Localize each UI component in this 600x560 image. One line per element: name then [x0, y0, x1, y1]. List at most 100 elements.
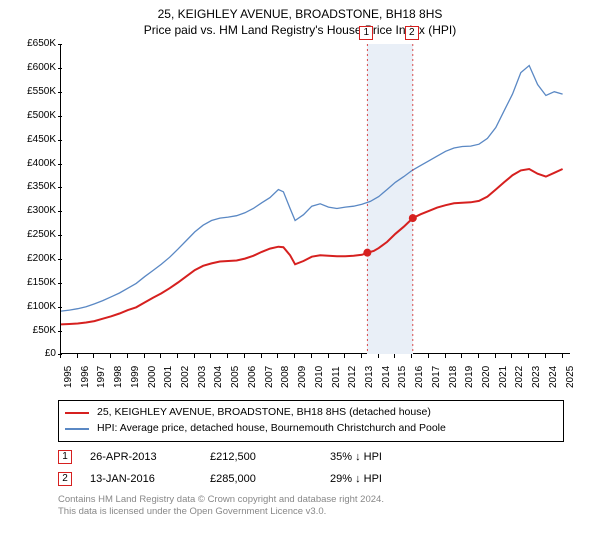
- sale-diff: 29% ↓ HPI: [330, 473, 430, 485]
- x-axis-label: 2004: [213, 366, 224, 388]
- y-axis-label: £150K: [20, 277, 56, 288]
- y-tick: [58, 164, 62, 165]
- x-tick: [495, 354, 496, 358]
- x-tick: [194, 354, 195, 358]
- x-axis-label: 2016: [414, 366, 425, 388]
- x-axis-label: 1999: [130, 366, 141, 388]
- y-axis-label: £600K: [20, 62, 56, 73]
- sale-date: 26-APR-2013: [90, 451, 210, 463]
- chart-container: 25, KEIGHLEY AVENUE, BROADSTONE, BH18 8H…: [0, 0, 600, 523]
- plot-svg: [61, 44, 571, 354]
- y-tick: [58, 307, 62, 308]
- x-axis-label: 2012: [347, 366, 358, 388]
- x-tick: [244, 354, 245, 358]
- x-tick: [311, 354, 312, 358]
- y-axis-label: £650K: [20, 38, 56, 49]
- x-axis-label: 2001: [163, 366, 174, 388]
- sale-price: £212,500: [210, 451, 330, 463]
- x-axis-label: 2011: [331, 367, 342, 389]
- x-tick: [60, 354, 61, 358]
- sale-index-box: 1: [58, 450, 72, 464]
- x-tick: [361, 354, 362, 358]
- x-tick: [177, 354, 178, 358]
- y-tick: [58, 259, 62, 260]
- x-tick: [210, 354, 211, 358]
- x-tick: [511, 354, 512, 358]
- legend-text: HPI: Average price, detached house, Bour…: [97, 421, 446, 437]
- x-axis-label: 2023: [531, 366, 542, 388]
- y-axis-label: £50K: [20, 325, 56, 336]
- footer-line2: This data is licensed under the Open Gov…: [58, 506, 590, 518]
- x-axis-label: 2002: [180, 366, 191, 388]
- x-axis-label: 2021: [498, 366, 509, 388]
- y-tick: [58, 140, 62, 141]
- y-axis-label: £400K: [20, 158, 56, 169]
- x-axis-label: 2003: [197, 366, 208, 388]
- series-hpi: [61, 66, 563, 312]
- x-tick: [344, 354, 345, 358]
- x-axis-label: 1995: [63, 366, 74, 388]
- x-tick: [394, 354, 395, 358]
- x-tick: [144, 354, 145, 358]
- sale-diff: 35% ↓ HPI: [330, 451, 430, 463]
- legend: 25, KEIGHLEY AVENUE, BROADSTONE, BH18 8H…: [58, 400, 564, 442]
- x-tick: [110, 354, 111, 358]
- ref-label-2: 2: [405, 26, 419, 40]
- x-axis-label: 2005: [230, 366, 241, 388]
- y-tick: [58, 44, 62, 45]
- footer-line1: Contains HM Land Registry data © Crown c…: [58, 494, 590, 506]
- y-axis-label: £300K: [20, 205, 56, 216]
- x-axis-label: 2024: [548, 366, 559, 388]
- sale-price: £285,000: [210, 473, 330, 485]
- y-tick: [58, 68, 62, 69]
- title-subtitle: Price paid vs. HM Land Registry's House …: [10, 22, 590, 38]
- legend-swatch: [65, 428, 89, 430]
- x-tick: [127, 354, 128, 358]
- sales-table: 1 26-APR-2013£212,50035% ↓ HPI 2 13-JAN-201…: [58, 450, 564, 486]
- x-tick: [294, 354, 295, 358]
- y-axis-label: £100K: [20, 301, 56, 312]
- x-axis-label: 2007: [264, 366, 275, 388]
- y-axis-label: £500K: [20, 110, 56, 121]
- x-tick: [160, 354, 161, 358]
- x-tick: [461, 354, 462, 358]
- x-tick: [445, 354, 446, 358]
- x-tick: [428, 354, 429, 358]
- y-tick: [58, 116, 62, 117]
- x-axis-label: 2018: [448, 366, 459, 388]
- x-axis-label: 2010: [314, 366, 325, 388]
- ref-label-1: 1: [359, 26, 373, 40]
- x-axis-label: 2020: [481, 366, 492, 388]
- sale-date: 13-JAN-2016: [90, 473, 210, 485]
- x-axis-label: 1997: [96, 366, 107, 388]
- x-axis-label: 2014: [381, 366, 392, 388]
- y-axis-label: £350K: [20, 181, 56, 192]
- x-axis-label: 2015: [397, 366, 408, 388]
- x-tick: [261, 354, 262, 358]
- y-tick: [58, 211, 62, 212]
- x-tick: [411, 354, 412, 358]
- y-axis-label: £450K: [20, 134, 56, 145]
- x-axis-label: 2009: [297, 366, 308, 388]
- y-axis-label: £550K: [20, 86, 56, 97]
- footer: Contains HM Land Registry data © Crown c…: [58, 494, 590, 519]
- x-axis-label: 2025: [565, 366, 576, 388]
- x-tick: [478, 354, 479, 358]
- y-tick: [58, 331, 62, 332]
- x-axis-label: 2000: [147, 366, 158, 388]
- y-tick: [58, 92, 62, 93]
- x-tick: [528, 354, 529, 358]
- x-tick: [562, 354, 563, 358]
- x-tick: [545, 354, 546, 358]
- y-axis-label: £250K: [20, 229, 56, 240]
- sale-index-box: 2: [58, 472, 72, 486]
- x-axis-label: 2008: [280, 366, 291, 388]
- legend-text: 25, KEIGHLEY AVENUE, BROADSTONE, BH18 8H…: [97, 405, 431, 421]
- x-axis-label: 1998: [113, 366, 124, 388]
- x-tick: [77, 354, 78, 358]
- series-property: [61, 169, 563, 324]
- titles: 25, KEIGHLEY AVENUE, BROADSTONE, BH18 8H…: [10, 6, 590, 38]
- x-tick: [328, 354, 329, 358]
- x-axis-label: 2022: [514, 366, 525, 388]
- sale-row: 1 26-APR-2013£212,50035% ↓ HPI: [58, 450, 564, 464]
